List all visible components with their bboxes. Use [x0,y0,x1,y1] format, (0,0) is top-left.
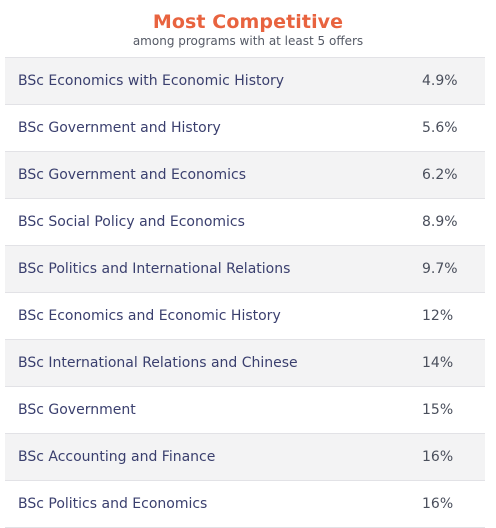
program-name: BSc Social Policy and Economics [18,214,245,230]
acceptance-rate: 6.2% [422,167,458,183]
table-row: BSc Politics and Economics 16% [5,481,485,528]
table-row: BSc Accounting and Finance 16% [5,434,485,481]
acceptance-rate: 16% [422,496,454,512]
acceptance-rate: 8.9% [422,214,458,230]
table-row: BSc Government 15% [5,387,485,434]
program-name: BSc Politics and International Relations [18,261,291,277]
table-row: BSc Economics with Economic History 4.9% [5,58,485,105]
page-header: Most Competitive among programs with at … [0,10,496,49]
programs-table: BSc Economics with Economic History 4.9%… [5,57,485,528]
table-row: BSc Social Policy and Economics 8.9% [5,199,485,246]
acceptance-rate: 9.7% [422,261,458,277]
acceptance-rate: 4.9% [422,73,458,89]
acceptance-rate: 5.6% [422,120,458,136]
program-name: BSc Government [18,402,136,418]
page-title: Most Competitive [152,11,344,33]
table-row: BSc Government and Economics 6.2% [5,152,485,199]
program-name: BSc Accounting and Finance [18,449,216,465]
acceptance-rate: 12% [422,308,454,324]
program-name: BSc Government and Economics [18,167,247,183]
table-row: BSc Politics and International Relations… [5,246,485,293]
table-row: BSc Economics and Economic History 12% [5,293,485,340]
program-name: BSc Economics with Economic History [18,73,285,89]
program-name: BSc Economics and Economic History [18,308,281,324]
acceptance-rate: 15% [422,402,454,418]
table-row: BSc Government and History 5.6% [5,105,485,152]
acceptance-rate: 14% [422,355,454,371]
program-name: BSc Politics and Economics [18,496,208,512]
acceptance-rate: 16% [422,449,454,465]
program-name: BSc International Relations and Chinese [18,355,298,371]
table-row: BSc International Relations and Chinese … [5,340,485,387]
page-subtitle: among programs with at least 5 offers [132,34,364,48]
program-name: BSc Government and History [18,120,221,136]
